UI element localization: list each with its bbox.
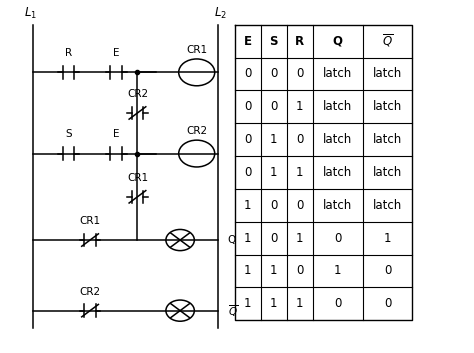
Text: 0: 0 <box>334 232 341 245</box>
Text: 1: 1 <box>296 297 303 310</box>
Text: 1: 1 <box>244 264 251 277</box>
Text: 1: 1 <box>296 232 303 245</box>
Text: 0: 0 <box>244 133 251 146</box>
Text: 1: 1 <box>244 297 251 310</box>
Text: latch: latch <box>323 166 352 179</box>
Text: 1: 1 <box>244 232 251 245</box>
Text: E: E <box>113 130 119 139</box>
Text: latch: latch <box>323 100 352 113</box>
Text: 0: 0 <box>296 67 303 80</box>
Text: 1: 1 <box>384 232 391 245</box>
Text: R: R <box>295 35 304 48</box>
Text: CR1: CR1 <box>186 45 207 55</box>
Text: $\overline{Q}$: $\overline{Q}$ <box>228 303 237 318</box>
Text: 0: 0 <box>296 199 303 212</box>
Text: 0: 0 <box>270 199 277 212</box>
Text: 1: 1 <box>270 133 277 146</box>
Text: CR2: CR2 <box>80 287 100 297</box>
Text: 1: 1 <box>270 264 277 277</box>
Text: latch: latch <box>323 199 352 212</box>
Text: 0: 0 <box>270 67 277 80</box>
Text: CR1: CR1 <box>80 216 100 226</box>
Text: latch: latch <box>373 133 402 146</box>
Text: 0: 0 <box>384 297 391 310</box>
Text: S: S <box>270 35 278 48</box>
Text: $L_2$: $L_2$ <box>214 6 227 21</box>
Text: CR2: CR2 <box>127 89 148 99</box>
Text: 0: 0 <box>270 100 277 113</box>
Text: $\overline{Q}$: $\overline{Q}$ <box>382 33 393 49</box>
Text: S: S <box>65 130 72 139</box>
Text: latch: latch <box>323 133 352 146</box>
Text: 1: 1 <box>244 199 251 212</box>
Text: 1: 1 <box>334 264 341 277</box>
Text: 0: 0 <box>270 232 277 245</box>
Text: CR1: CR1 <box>127 173 148 183</box>
Text: 1: 1 <box>270 297 277 310</box>
Text: $L_1$: $L_1$ <box>24 6 37 21</box>
Text: latch: latch <box>373 199 402 212</box>
Text: latch: latch <box>323 67 352 80</box>
Text: latch: latch <box>373 100 402 113</box>
Text: 0: 0 <box>244 100 251 113</box>
Text: CR2: CR2 <box>186 126 207 136</box>
Text: 0: 0 <box>384 264 391 277</box>
Text: 0: 0 <box>244 166 251 179</box>
Text: 0: 0 <box>334 297 341 310</box>
Text: latch: latch <box>373 166 402 179</box>
Text: 1: 1 <box>270 166 277 179</box>
Text: 1: 1 <box>296 166 303 179</box>
Text: Q: Q <box>228 235 236 245</box>
Text: 0: 0 <box>296 133 303 146</box>
Text: 0: 0 <box>244 67 251 80</box>
Text: latch: latch <box>373 67 402 80</box>
Text: 0: 0 <box>296 264 303 277</box>
Text: 1: 1 <box>296 100 303 113</box>
Text: E: E <box>113 48 119 58</box>
Text: E: E <box>244 35 252 48</box>
Text: Q: Q <box>333 35 343 48</box>
Text: R: R <box>65 48 73 58</box>
